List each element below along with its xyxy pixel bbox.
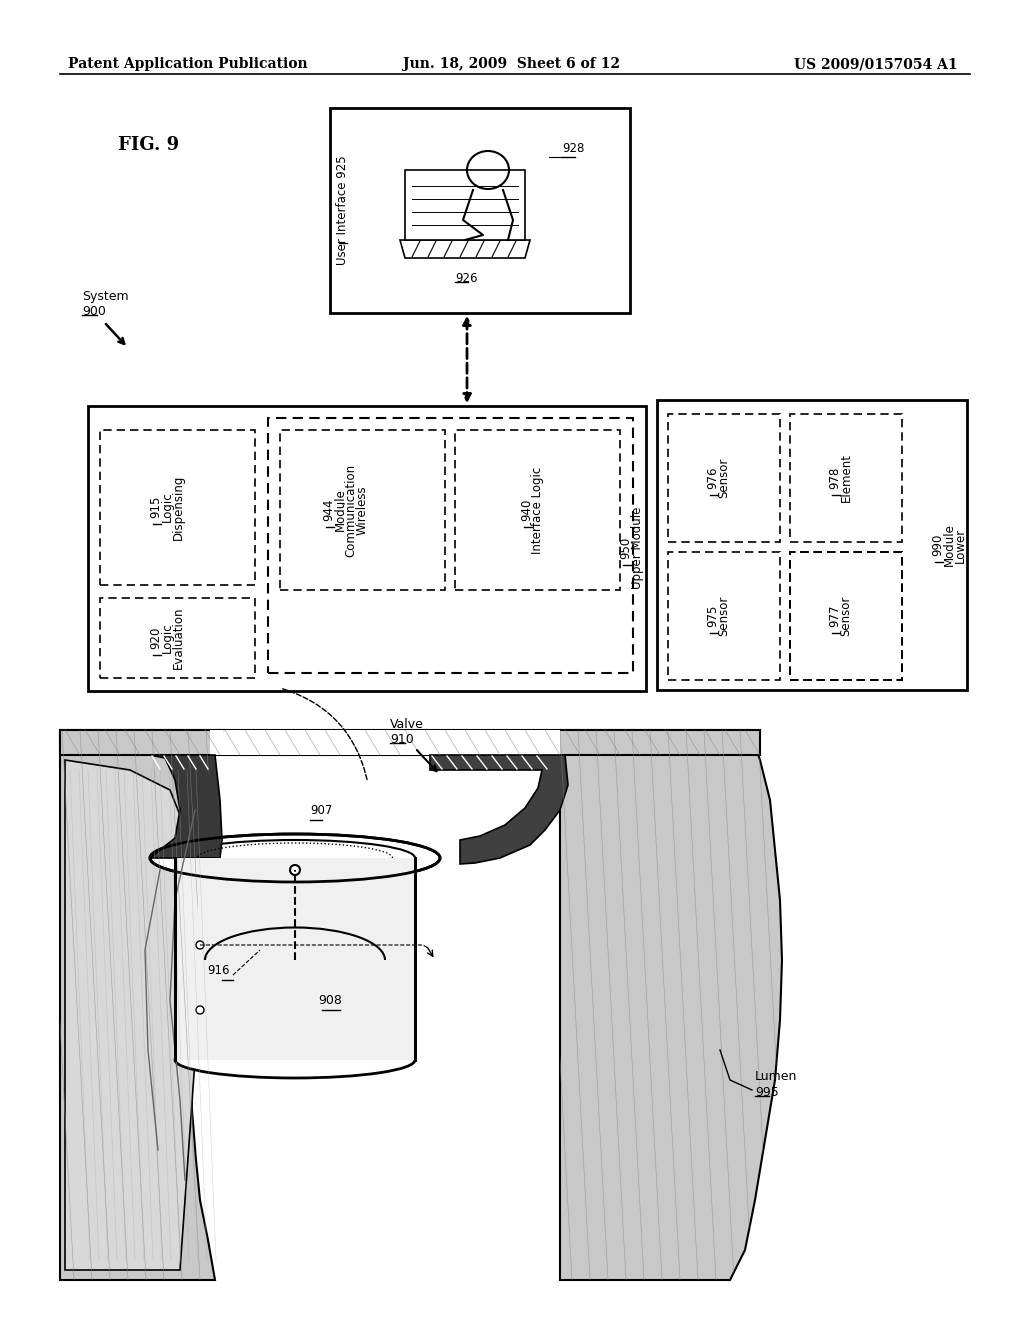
Bar — [790, 414, 902, 543]
Text: 995: 995 — [755, 1086, 778, 1100]
Ellipse shape — [175, 1041, 415, 1078]
Text: 990: 990 — [932, 533, 944, 556]
Bar — [668, 414, 780, 543]
Text: System: System — [82, 290, 129, 304]
Text: FIG. 9: FIG. 9 — [118, 136, 179, 154]
Polygon shape — [150, 755, 222, 858]
Text: 950: 950 — [620, 537, 633, 560]
Text: 975: 975 — [707, 605, 720, 627]
Text: Logic: Logic — [161, 623, 173, 653]
Bar — [100, 430, 255, 585]
Text: Lower: Lower — [953, 528, 967, 562]
Text: 977: 977 — [828, 605, 842, 627]
Text: Valve: Valve — [390, 718, 424, 731]
Polygon shape — [560, 730, 782, 1280]
Bar — [100, 598, 255, 678]
Text: 940: 940 — [520, 499, 534, 521]
Text: Interface Logic: Interface Logic — [531, 466, 545, 553]
Bar — [668, 552, 780, 680]
Polygon shape — [65, 760, 200, 1270]
Text: Module: Module — [334, 488, 346, 532]
Text: Patent Application Publication: Patent Application Publication — [68, 57, 307, 71]
Text: 907: 907 — [310, 804, 333, 817]
Text: US 2009/0157054 A1: US 2009/0157054 A1 — [795, 57, 958, 71]
Text: Logic: Logic — [161, 491, 173, 523]
Text: 926: 926 — [455, 272, 477, 285]
Circle shape — [196, 941, 204, 949]
Ellipse shape — [150, 834, 440, 882]
Text: 900: 900 — [82, 305, 105, 318]
Text: Lumen: Lumen — [755, 1071, 798, 1082]
Text: 910: 910 — [390, 733, 414, 746]
Text: Sensor: Sensor — [718, 595, 730, 636]
Polygon shape — [430, 755, 568, 865]
Polygon shape — [175, 858, 415, 1060]
Bar — [657, 400, 967, 690]
Bar — [60, 730, 760, 755]
Text: Upper Module: Upper Module — [631, 507, 643, 589]
Bar — [455, 430, 620, 590]
Text: 976: 976 — [707, 467, 720, 490]
Polygon shape — [406, 170, 525, 240]
Text: Evaluation: Evaluation — [171, 607, 184, 669]
Circle shape — [290, 865, 300, 875]
Text: Wireless: Wireless — [355, 486, 369, 535]
Bar — [790, 552, 902, 680]
Text: 908: 908 — [318, 994, 342, 1006]
Bar — [790, 552, 902, 680]
Text: 928: 928 — [562, 141, 585, 154]
Bar — [88, 407, 646, 690]
Bar — [268, 418, 633, 673]
Text: 920: 920 — [150, 627, 163, 649]
Text: Dispensing: Dispensing — [171, 474, 184, 540]
Text: 916: 916 — [208, 964, 230, 977]
Text: 915: 915 — [150, 496, 163, 519]
Text: Sensor: Sensor — [718, 458, 730, 498]
Text: 978: 978 — [828, 467, 842, 490]
Circle shape — [196, 1006, 204, 1014]
Bar — [330, 108, 630, 313]
Bar — [280, 430, 445, 590]
Text: Module: Module — [942, 524, 955, 566]
Text: Jun. 18, 2009  Sheet 6 of 12: Jun. 18, 2009 Sheet 6 of 12 — [403, 57, 621, 71]
Text: User Interface 925: User Interface 925 — [336, 156, 348, 265]
Text: Element: Element — [840, 454, 853, 503]
Polygon shape — [210, 730, 560, 755]
Polygon shape — [60, 730, 225, 1280]
Text: Communication: Communication — [344, 463, 357, 557]
Bar — [790, 552, 902, 680]
Text: Sensor: Sensor — [840, 595, 853, 636]
Text: 944: 944 — [323, 499, 336, 521]
